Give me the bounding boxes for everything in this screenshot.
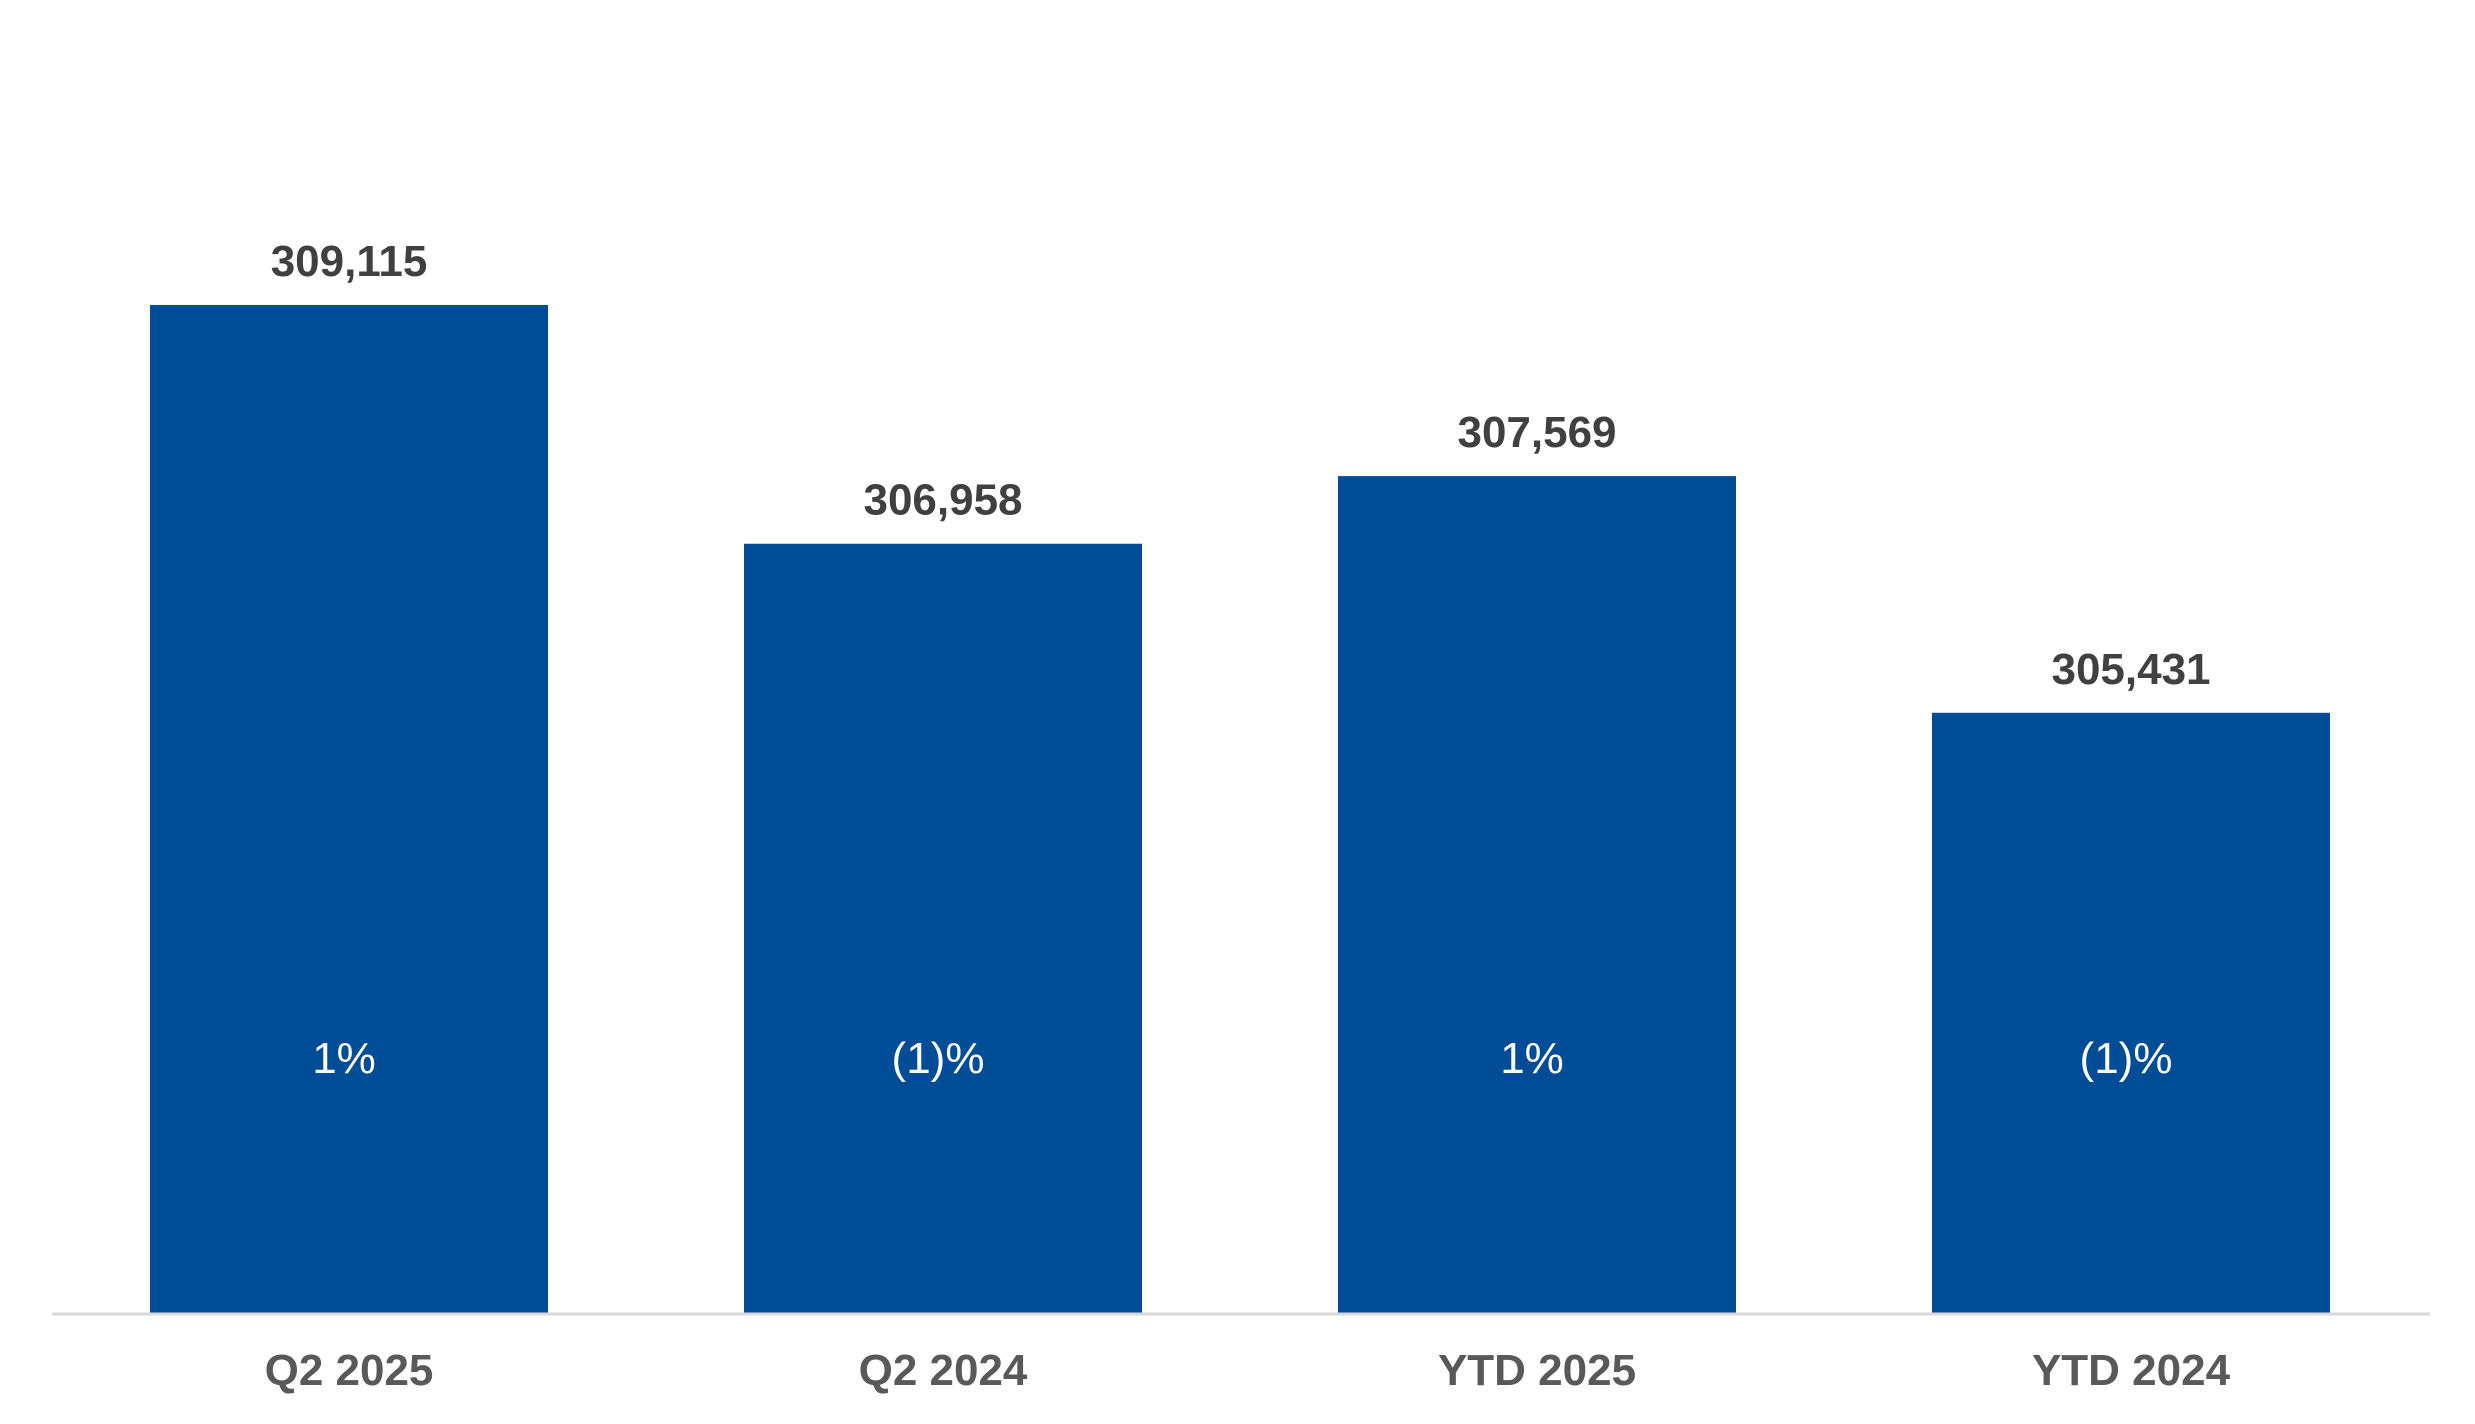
- bars-layer: [150, 304, 2330, 1315]
- x-tick-label: Q2 2024: [859, 1346, 1028, 1395]
- data-label: 309,115: [271, 237, 428, 286]
- bar-ytd-2024: [1932, 712, 2330, 1314]
- x-tick-label: YTD 2024: [2032, 1346, 2231, 1395]
- bar-change-annotation: (1)%: [2080, 1034, 2173, 1083]
- bar-change-annotation: 1%: [312, 1034, 376, 1083]
- data-label: 305,431: [2051, 645, 2210, 694]
- data-label: 306,958: [863, 476, 1022, 525]
- bar-change-annotation: 1%: [1500, 1034, 1564, 1083]
- x-tick-label: Q2 2025: [265, 1346, 434, 1395]
- bar-q2-2025: [150, 304, 548, 1315]
- bar-change-annotation: (1)%: [892, 1034, 985, 1083]
- labels-layer: 309,115 1% Q2 2025 306,958 (1)% Q2 2024 307,56…: [265, 237, 2231, 1395]
- x-tick-label: YTD 2025: [1438, 1346, 1636, 1395]
- bar-ytd-2025: [1338, 476, 1736, 1314]
- data-label: 307,569: [1457, 408, 1616, 457]
- bar-q2-2024: [744, 543, 1142, 1314]
